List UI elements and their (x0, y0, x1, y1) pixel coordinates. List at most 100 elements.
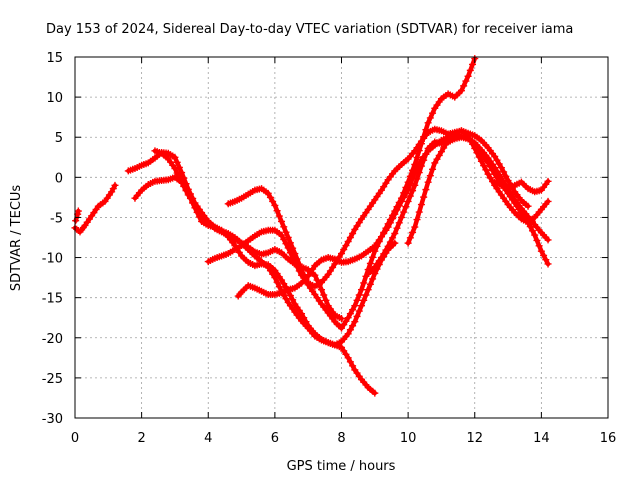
data-point (426, 114, 434, 122)
data-point (389, 234, 397, 242)
data-point (311, 271, 319, 279)
data-point (433, 155, 441, 163)
series-layer (71, 55, 552, 397)
data-point (413, 175, 421, 183)
data-point (371, 389, 379, 397)
data-point (340, 246, 348, 254)
data-point (440, 144, 448, 152)
data-point (409, 174, 417, 182)
data-point (466, 136, 474, 144)
data-point (264, 189, 272, 197)
data-point (411, 181, 419, 189)
data-point (72, 217, 80, 225)
data-point (409, 228, 417, 236)
data-point (171, 153, 179, 161)
data-point (173, 158, 181, 166)
data-point (464, 72, 472, 80)
data-point (417, 201, 425, 209)
data-point (280, 280, 288, 288)
data-point (355, 291, 363, 299)
data-point (282, 240, 290, 248)
data-point (280, 223, 288, 231)
data-point (273, 278, 281, 286)
data-point (400, 208, 408, 216)
data-point (295, 267, 303, 275)
data-point (482, 166, 490, 174)
data-point (544, 236, 552, 244)
x-tick-label: 0 (71, 431, 79, 446)
data-point (282, 295, 290, 303)
y-tick-label: 15 (46, 51, 63, 66)
data-point (369, 275, 377, 283)
data-point (291, 258, 299, 266)
data-point (393, 206, 401, 214)
data-point (391, 229, 399, 237)
data-point (280, 235, 288, 243)
data-point (404, 197, 412, 205)
data-point (342, 242, 350, 250)
series-track-j (404, 127, 552, 247)
data-point (480, 162, 488, 170)
x-tick-label: 14 (533, 431, 550, 446)
data-point (357, 302, 365, 310)
data-point (173, 169, 181, 177)
data-point (484, 170, 492, 178)
data-point (273, 207, 281, 215)
data-point (349, 322, 357, 330)
grid-layer (75, 57, 608, 418)
data-point (437, 148, 445, 156)
chart-title: Day 153 of 2024, Sidereal Day-to-day VTE… (46, 22, 573, 37)
data-point (544, 177, 552, 185)
data-point (429, 109, 437, 117)
series-track-h (234, 132, 552, 300)
data-point (473, 149, 481, 157)
x-tick-label: 8 (337, 431, 345, 446)
data-point (526, 223, 534, 231)
axis-layer: 0 2 4 6 8 10 12 14 16 -30 -25 -20 -15 -10 -5 0 5 10 15 (42, 51, 617, 446)
data-point (393, 224, 401, 232)
data-point (344, 238, 352, 246)
data-point (411, 223, 419, 231)
data-point (537, 247, 545, 255)
data-point (351, 302, 359, 310)
data-point (338, 250, 345, 258)
data-point (486, 174, 494, 182)
data-point (371, 270, 379, 278)
data-point (442, 140, 450, 148)
data-point (395, 202, 403, 210)
data-point (377, 254, 385, 262)
data-point (415, 169, 423, 177)
data-point (286, 249, 294, 257)
y-tick-label: 10 (46, 91, 63, 106)
data-point (431, 159, 439, 167)
y-tick-label: 0 (55, 171, 63, 186)
data-point (271, 201, 279, 209)
data-point (500, 168, 508, 176)
data-point (426, 172, 434, 180)
data-point (504, 177, 512, 185)
data-point (269, 197, 277, 205)
data-point (415, 208, 423, 216)
data-point (502, 172, 510, 180)
data-point (349, 362, 357, 370)
data-point (413, 216, 421, 224)
x-tick-label: 16 (600, 431, 617, 446)
data-point (384, 223, 392, 231)
data-point (535, 242, 543, 250)
data-point (271, 274, 279, 282)
data-point (382, 246, 390, 254)
series-track-k (491, 177, 552, 196)
data-point (422, 150, 430, 158)
y-tick-label: -15 (42, 292, 63, 307)
data-point (344, 314, 352, 322)
data-point (404, 185, 412, 193)
x-tick-label: 4 (204, 431, 212, 446)
x-tick-label: 12 (466, 431, 483, 446)
data-point (493, 156, 501, 164)
data-point (178, 178, 186, 186)
data-point (171, 165, 179, 173)
data-point (429, 165, 437, 173)
data-point (289, 296, 297, 304)
data-point (175, 163, 183, 171)
